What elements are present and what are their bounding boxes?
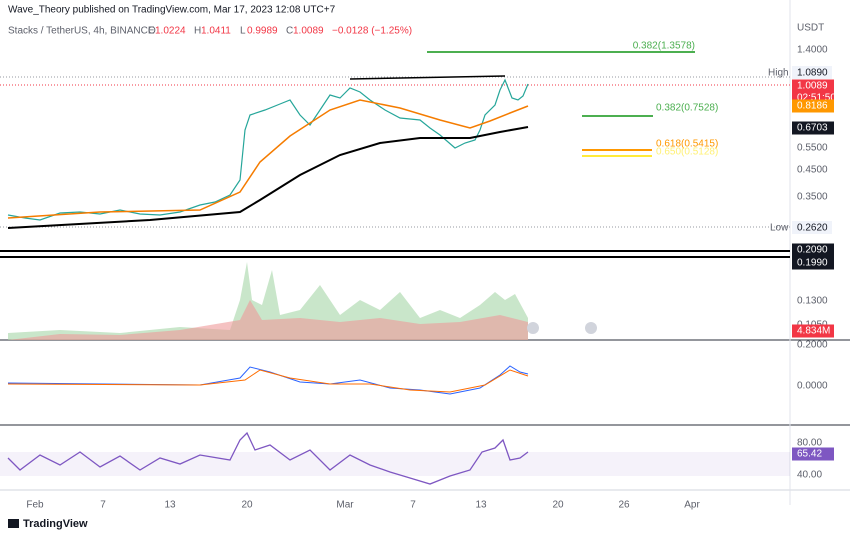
time-axis: Feb 7 13 20 Mar 7 13 20 26 Apr [26,500,700,511]
badge-value: 02:51:50 [797,93,836,104]
badge [792,256,834,270]
badge-value: 4.834M [797,326,830,337]
price-label: 0.4500 [797,165,828,176]
ohlc-change: −0.0128 (−1.25%) [332,26,412,37]
ohlc-key: H [194,26,201,37]
ohlc-key: O [148,26,156,37]
badge [792,121,834,135]
price-label: 0.3500 [797,192,828,203]
badge [792,79,834,93]
badge [792,324,834,338]
badge [792,447,834,461]
time-label: 7 [410,500,416,511]
currency: USDT [797,23,824,34]
ema-50 [7,99,529,219]
price-label: 0.2000 [797,340,828,351]
time-label: 20 [552,500,564,511]
ohlc: O 1.0224 H 1.0411 L 0.9989 C 1.0089 −0.0128 (−1.… [148,26,412,37]
price-label: 80.00 [797,438,822,449]
time-label: 13 [164,500,176,511]
time-label: 7 [100,500,106,511]
fib-label: 0.650(0.5128) [656,147,718,158]
price-label: 0.0000 [797,381,828,392]
time-label: 13 [475,500,487,511]
badge-value: 0.8186 [797,101,828,112]
badge-value: 1.0089 [797,81,828,92]
time-label: Mar [336,500,354,511]
ohlc-key: L [240,26,246,37]
rsi-line [7,431,529,485]
time-label: 20 [241,500,253,511]
fib-label: 0.382(0.7528) [656,103,718,114]
badge-value: 0.6703 [797,123,828,134]
low-value: 0.2620 [797,223,828,234]
ohlc-value: 0.9989 [247,26,278,37]
trend-line [349,75,506,80]
ema-200 [7,126,529,229]
badge [792,221,832,234]
time-label: Feb [26,500,44,511]
fib-label: 0.382(1.3578) [633,41,695,52]
ohlc-value: 1.0089 [293,26,324,37]
low-label: Low [770,223,789,234]
event-icon[interactable] [585,322,597,334]
ohlc-value: 1.0411 [201,26,231,37]
fib-label: 0.618(0.5415) [656,139,718,150]
badge [792,99,834,113]
high-value: 1.0890 [797,68,828,79]
volume-area [8,262,528,340]
brand: TradingView [23,518,88,530]
logo [8,519,19,528]
badge [792,243,834,257]
volume-area [8,300,528,340]
badge-value: 0.1990 [797,258,828,269]
badge-value: 0.2090 [797,245,828,256]
time-label: Apr [684,500,700,511]
price-label: 40.00 [797,470,822,481]
price-label: 0.1300 [797,296,828,307]
symbol: Stacks / TetherUS, 4h, BINANCE [8,26,155,37]
badge-value: 65.42 [797,449,822,460]
macd-line [7,365,529,395]
publisher: Wave_Theory published on TradingView.com… [8,5,336,16]
badge [792,66,832,79]
rsi-band [0,452,790,476]
signal-line [7,369,529,393]
price-label: 1.4000 [797,45,828,56]
ohlc-key: C [286,26,293,37]
event-icon[interactable] [527,322,539,334]
ohlc-value: 1.0224 [155,26,186,37]
time-label: 26 [618,500,630,511]
high-label: High [768,68,789,79]
price-label: 0.5500 [797,143,828,154]
price-candles [7,78,529,221]
